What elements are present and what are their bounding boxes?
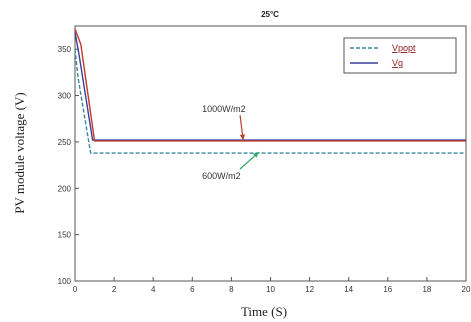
x-tick-label: 14 <box>344 285 353 294</box>
series-line-reference <box>74 28 466 142</box>
x-tick-label: 8 <box>229 285 234 294</box>
y-tick-label: 150 <box>58 231 72 240</box>
legend-label: Vpopt <box>392 43 416 53</box>
x-tick-label: 10 <box>266 285 275 294</box>
series-layer <box>74 28 466 154</box>
x-axis-ticks: 0 2 4 6 8 10 12 14 16 18 20 <box>73 277 471 294</box>
series-line-vg <box>74 32 466 141</box>
y-axis-title: PV module voltage (V) <box>12 92 27 213</box>
annotation-arrowhead <box>239 134 246 141</box>
x-tick-label: 4 <box>151 285 156 294</box>
y-tick-label: 200 <box>58 184 72 193</box>
y-tick-label: 300 <box>58 92 72 101</box>
x-tick-label: 18 <box>422 285 431 294</box>
x-tick-label: 20 <box>462 285 471 294</box>
annotations: 1000W/m2 600W/m2 <box>202 104 260 181</box>
x-tick-label: 0 <box>73 285 78 294</box>
x-tick-label: 16 <box>383 285 392 294</box>
chart-title: 25°C <box>261 10 279 19</box>
annotation-label: 1000W/m2 <box>202 104 246 114</box>
legend-box <box>343 37 457 74</box>
annotation-arrowhead <box>253 152 259 158</box>
annotation-label: 600W/m2 <box>202 171 241 181</box>
series-line-vpopt <box>74 49 466 154</box>
x-tick-label: 6 <box>190 285 195 294</box>
x-axis-title: Time (S) <box>241 304 287 319</box>
x-tick-label: 2 <box>112 285 117 294</box>
y-tick-label: 350 <box>58 45 72 54</box>
y-tick-label: 100 <box>58 277 72 286</box>
y-tick-label: 250 <box>58 138 72 147</box>
legend-label: Vg <box>392 58 403 68</box>
legend: Vpopt Vg <box>343 37 457 74</box>
y-axis-ticks: 100 150 200 250 300 350 <box>58 45 79 286</box>
x-tick-label: 12 <box>305 285 314 294</box>
